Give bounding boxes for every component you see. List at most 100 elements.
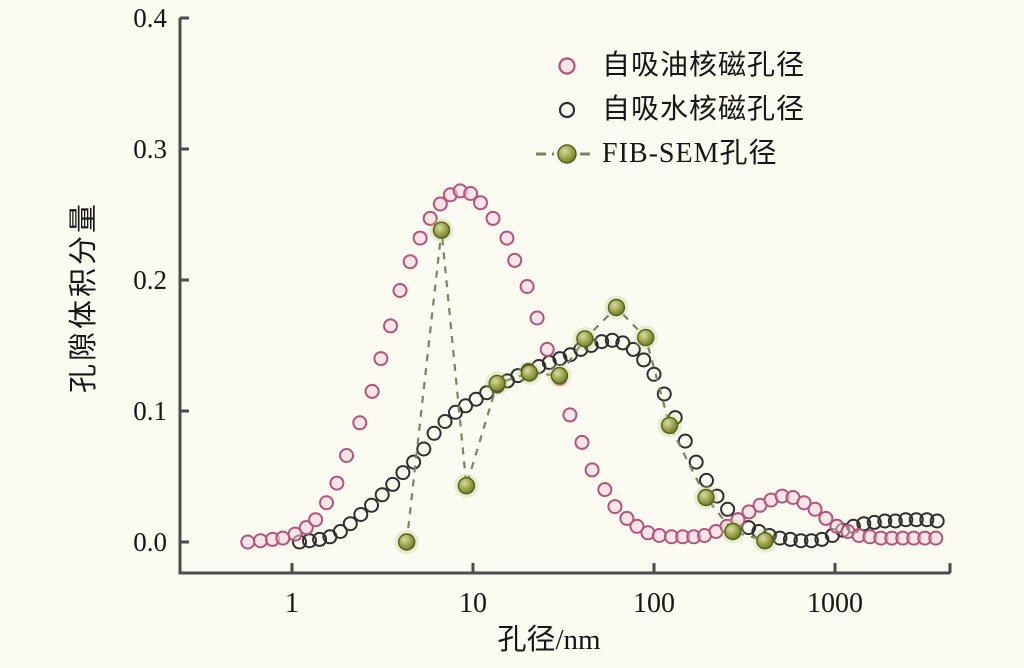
data-point-oil — [422, 210, 438, 226]
series-water-nmr — [292, 332, 945, 550]
data-point-oil — [539, 341, 555, 357]
data-point-fib-sem — [660, 416, 679, 435]
data-point-water — [898, 512, 914, 528]
data-point-water — [919, 512, 935, 528]
data-point-oil — [275, 530, 291, 546]
data-point-fib-sem — [756, 532, 774, 550]
data-point-water — [782, 531, 798, 547]
legend-item-oil-nmr: 自吸油核磁孔径 — [528, 44, 805, 88]
data-point-water — [312, 531, 328, 547]
data-point-oil — [308, 512, 324, 528]
data-point-oil — [574, 434, 590, 450]
legend-label-water-nmr: 自吸水核磁孔径 — [602, 94, 806, 125]
data-point-water — [656, 386, 672, 402]
data-point-water — [877, 513, 893, 529]
data-point-oil — [651, 528, 667, 543]
data-point-fib-sem — [488, 374, 506, 393]
data-point-water — [636, 352, 652, 368]
x-tick-label: 1000 — [807, 588, 863, 619]
data-point-water — [406, 454, 422, 470]
data-point-oil — [607, 499, 623, 515]
data-point-water — [929, 513, 945, 529]
data-point-oil — [584, 462, 600, 478]
y-tick-label: 0.0 — [133, 527, 167, 557]
data-point-fib-sem — [398, 533, 416, 551]
data-point-oil — [507, 252, 523, 268]
data-point-water — [364, 497, 379, 513]
data-point-water — [468, 391, 484, 407]
data-point-oil — [485, 210, 501, 226]
series-oil-nmr — [240, 183, 944, 550]
data-point-oil — [741, 504, 757, 520]
data-point-water — [342, 516, 358, 532]
data-point-oil — [383, 318, 398, 334]
data-point-oil — [412, 230, 428, 246]
data-point-oil — [298, 520, 314, 536]
tick-labels: 0.0 0.1 0.2 0.3 0.4 1 10 100 1000 — [133, 3, 863, 619]
data-point-water — [437, 414, 453, 429]
data-point-oil — [818, 510, 834, 526]
data-point-fib-sem — [697, 488, 715, 507]
data-point-water — [908, 512, 924, 528]
data-point-fib-sem — [520, 364, 539, 382]
open-circle-black-icon — [558, 101, 576, 119]
data-point-oil — [329, 475, 345, 491]
data-point-fib-sem — [432, 221, 451, 239]
legend-label-oil-nmr: 自吸油核磁孔径 — [602, 50, 806, 81]
data-point-water — [741, 520, 757, 536]
data-point-water — [699, 472, 714, 488]
data-point-fib-sem — [607, 298, 626, 317]
data-point-oil — [240, 534, 256, 550]
legend-item-water-nmr: 自吸水核磁孔径 — [528, 88, 805, 132]
legend: 自吸油核磁孔径 自吸水核磁孔径 FIB-SEM孔径 — [528, 44, 805, 176]
y-tick-label: 0.4 — [133, 3, 167, 33]
data-point-oil — [796, 495, 812, 511]
data-point-oil — [629, 518, 645, 534]
legend-label-fib-sem: FIB-SEM孔径 — [602, 138, 778, 169]
axes — [178, 16, 952, 575]
legend-item-fib-sem: FIB-SEM孔径 — [528, 132, 805, 176]
data-point-water — [688, 454, 704, 470]
data-point-water — [594, 334, 610, 350]
data-point-oil — [402, 254, 418, 270]
data-point-water — [353, 507, 369, 522]
data-point-water — [385, 476, 401, 492]
data-point-water — [332, 524, 348, 539]
data-point-water — [426, 425, 442, 441]
data-point-oil — [364, 383, 380, 399]
data-point-oil — [253, 533, 268, 549]
x-tick-label: 10 — [459, 588, 487, 619]
data-point-water — [866, 514, 882, 530]
data-point-fib-sem — [637, 328, 655, 347]
data-point-oil — [619, 510, 635, 526]
dashed-line-olive-ball-icon — [536, 144, 594, 164]
data-point-oil — [392, 283, 408, 298]
data-point-water — [416, 441, 432, 457]
data-point-oil — [529, 310, 545, 326]
data-point-oil — [499, 230, 515, 246]
data-point-water — [479, 385, 495, 401]
x-axis-title: 孔径/nm — [497, 624, 601, 656]
data-point-oil — [473, 195, 488, 211]
data-point-oil — [287, 526, 303, 542]
data-point-fib-sem — [576, 330, 594, 348]
data-point-water — [395, 465, 411, 481]
data-point-oil — [597, 482, 613, 498]
data-point-oil — [562, 407, 578, 423]
data-point-oil — [352, 415, 368, 431]
data-point-water — [625, 341, 641, 357]
data-point-water — [793, 533, 809, 549]
data-point-oil — [519, 279, 535, 294]
data-point-fib-sem — [724, 522, 742, 541]
data-point-oil — [928, 530, 944, 546]
series-fib-sem — [394, 218, 777, 554]
data-point-water — [615, 335, 631, 351]
y-tick-label: 0.2 — [133, 265, 167, 295]
open-circle-pink-icon — [558, 57, 576, 75]
y-tick-label: 0.1 — [133, 396, 167, 426]
y-axis-title: 孔隙体积分量 — [68, 201, 100, 394]
x-tick-label: 100 — [633, 588, 675, 619]
data-point-fib-sem — [457, 477, 476, 495]
